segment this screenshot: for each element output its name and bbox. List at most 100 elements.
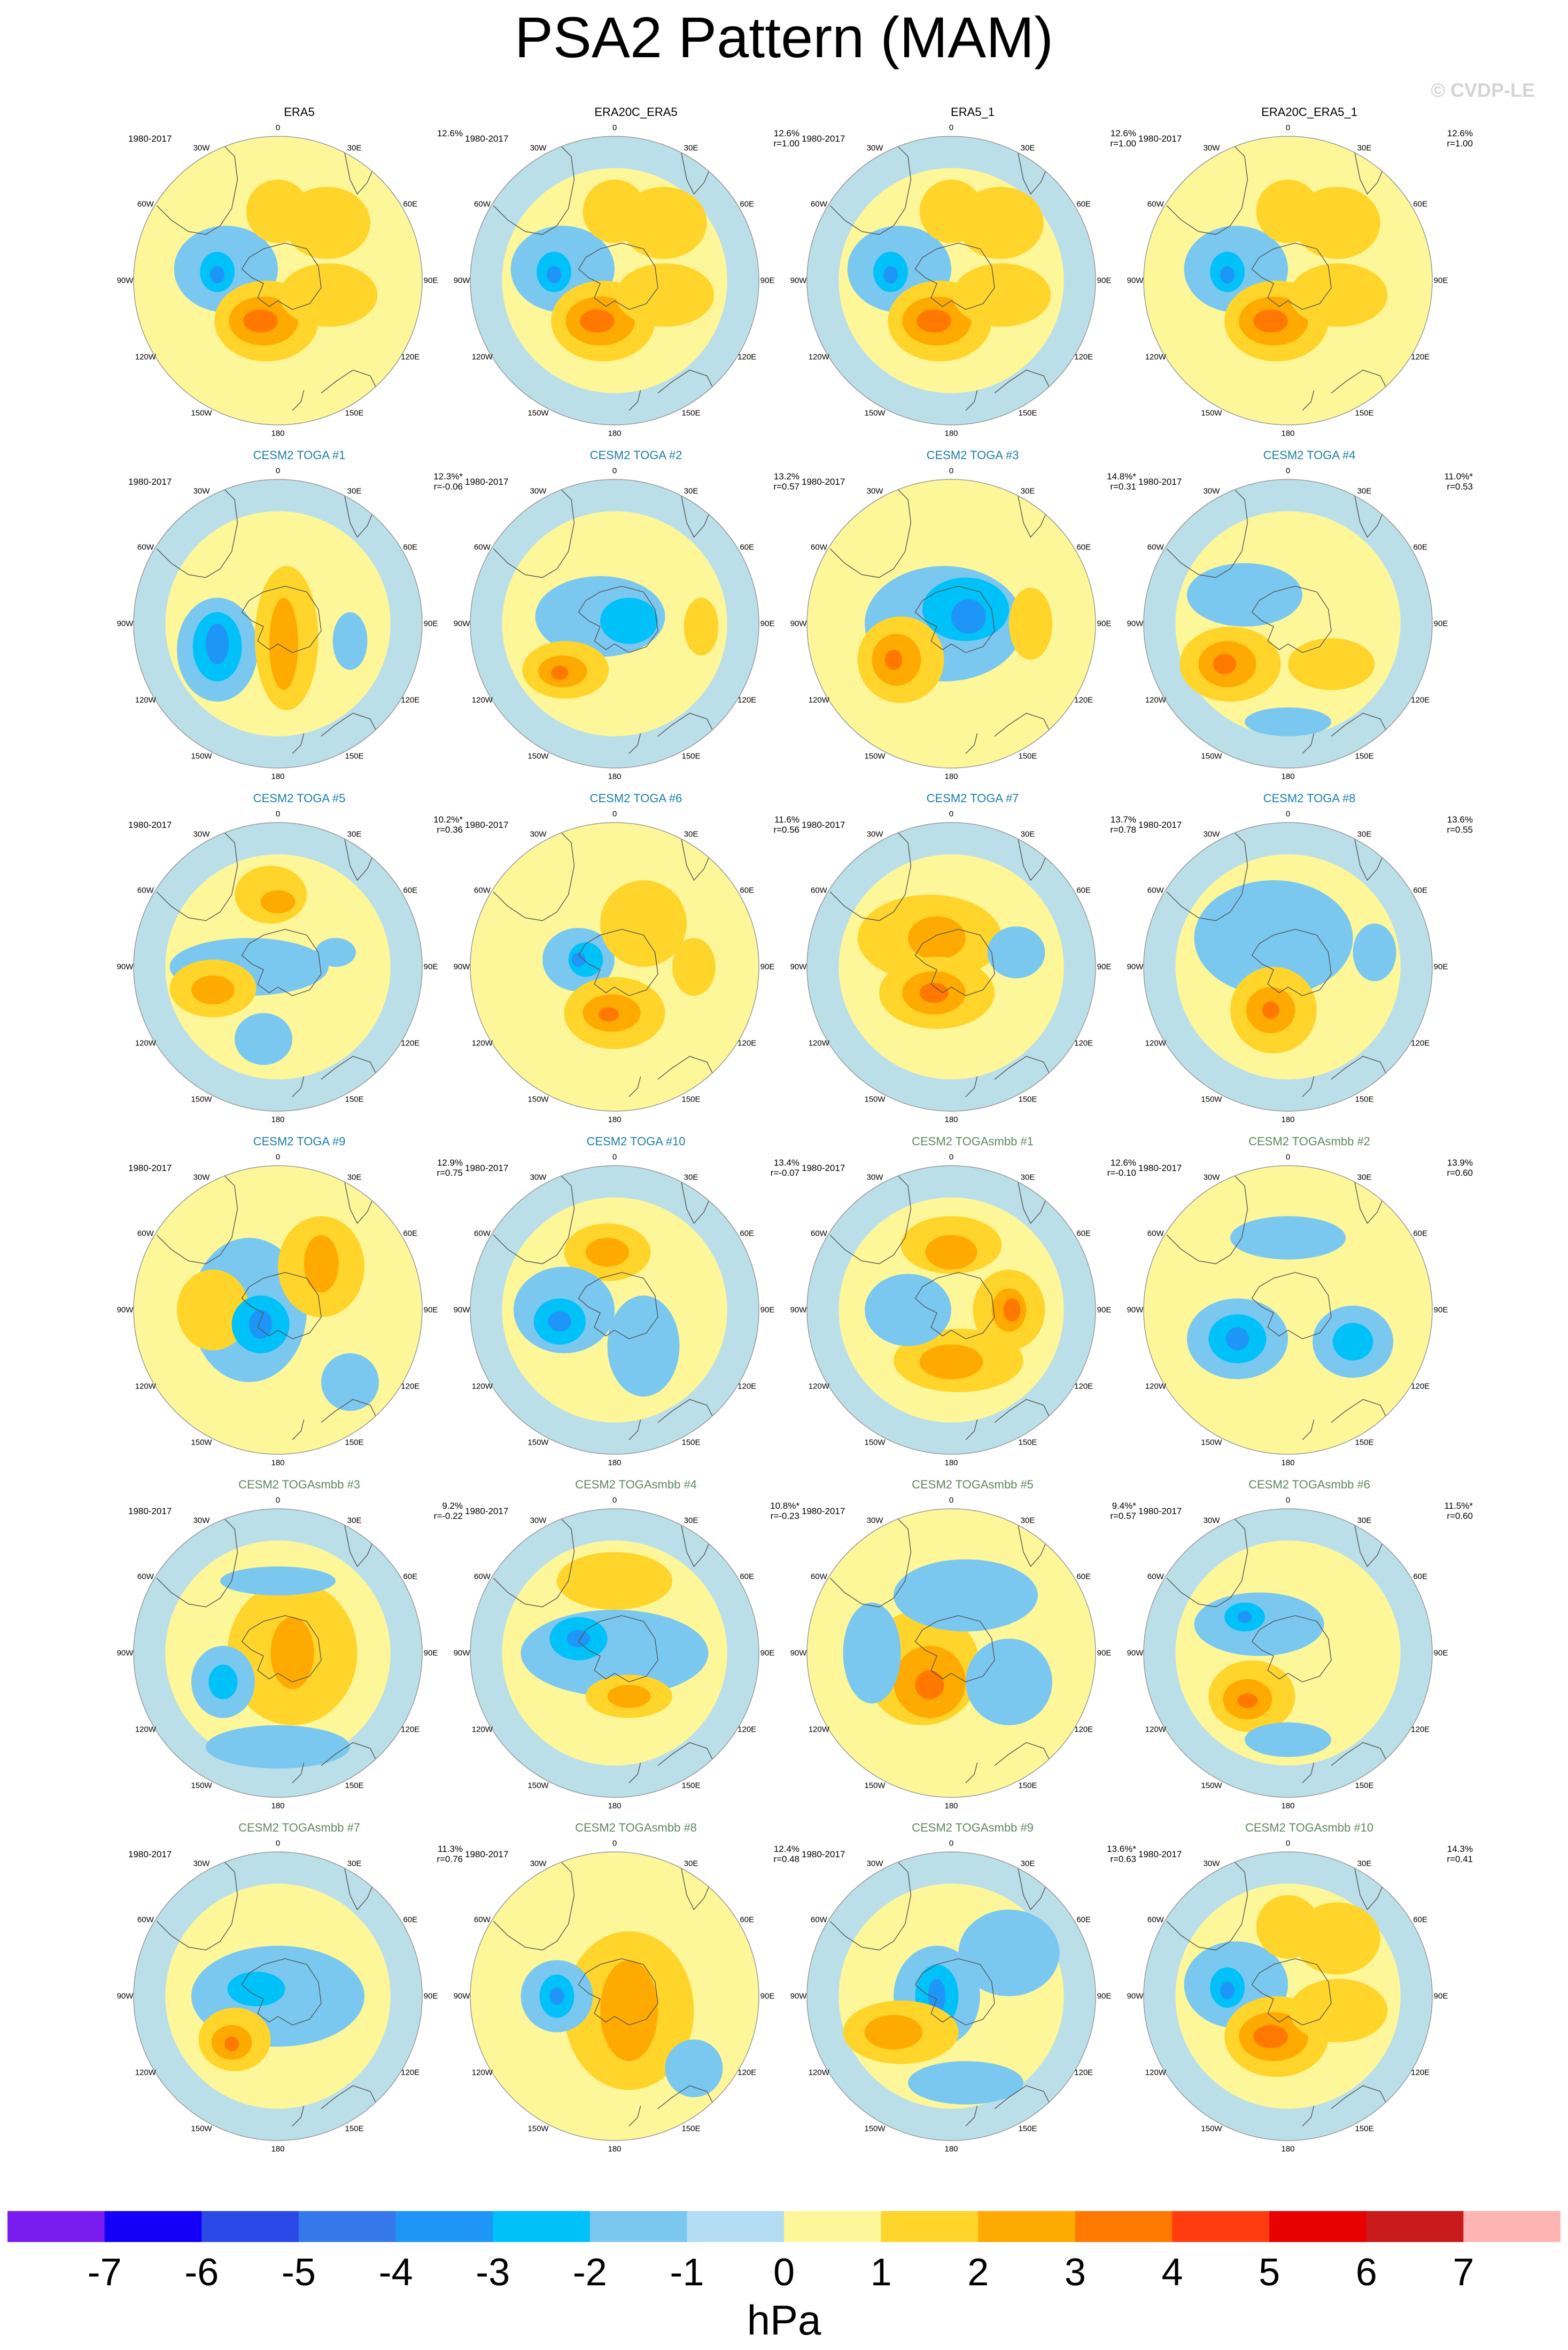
longitude-label: 120W [471, 1725, 493, 1734]
panel-title: CESM2 TOGAsmbb #5 [912, 1478, 1034, 1491]
positive-anomaly-contour [1213, 654, 1236, 674]
panel-stats-label: 9.2% r=-0.22 [433, 1501, 463, 1521]
longitude-label: 60E [1413, 1915, 1428, 1925]
longitude-label: 90E [1433, 1305, 1448, 1315]
map-border [1143, 822, 1433, 1112]
coastline [1166, 1857, 1248, 1951]
coastline [628, 733, 641, 754]
longitude-label: 150E [345, 408, 364, 418]
longitude-label: 60E [1076, 199, 1091, 209]
polar-map [470, 822, 759, 1112]
longitude-label: 60W [137, 199, 154, 209]
polar-map [1143, 822, 1433, 1112]
longitude-label: 60E [1076, 1229, 1091, 1238]
longitude-label: 90E [423, 619, 438, 629]
panel-period-label: 1980-2017 [128, 1163, 172, 1173]
longitude-label: 150W [1201, 1438, 1222, 1447]
longitude-label: 180 [608, 1458, 622, 1468]
longitude-label: 120E [1074, 2068, 1093, 2077]
longitude-label: 180 [608, 429, 622, 438]
longitude-label: 30W [1203, 1173, 1220, 1182]
panel-stats-label: 10.8%* r=-0.23 [770, 1501, 799, 1521]
positive-anomaly-contour [224, 2036, 239, 2051]
longitude-label: 150W [191, 1438, 212, 1447]
longitude-label: 90E [423, 1991, 438, 2001]
longitude-label: 0 [1285, 1152, 1291, 1162]
coastline [965, 1763, 978, 1783]
colorbar-swatch [493, 2211, 591, 2242]
longitude-label: 0 [275, 466, 281, 476]
polar-map [133, 479, 423, 769]
longitude-label: 90W [453, 1991, 470, 2001]
panel-period-label: 1980-2017 [128, 477, 172, 487]
longitude-label: 180 [944, 2144, 958, 2154]
map-border [806, 479, 1096, 769]
longitude-label: 120W [471, 1382, 493, 1391]
longitude-label: 150E [345, 2124, 364, 2134]
longitude-label: 180 [608, 772, 622, 781]
coastline [680, 1866, 713, 1911]
positive-anomaly-contour [919, 1344, 983, 1379]
negative-anomaly-contour [1245, 1722, 1331, 1757]
longitude-label: 180 [944, 429, 958, 438]
longitude-label: 180 [271, 1115, 285, 1124]
coastline [829, 828, 912, 921]
longitude-label: 60E [1076, 1915, 1091, 1925]
negative-anomaly-contour [1332, 1323, 1373, 1361]
negative-anomaly-contour [1220, 266, 1235, 284]
panel-stats-label: 13.6% r=0.55 [1447, 815, 1473, 835]
colorbar-tick-label: -1 [670, 2251, 704, 2294]
coastline [344, 1523, 377, 1568]
longitude-label: 180 [944, 1115, 958, 1124]
coastline [628, 1076, 641, 1097]
longitude-label: 150W [527, 408, 549, 418]
coastline [1017, 1523, 1050, 1568]
longitude-label: 60W [1147, 542, 1164, 552]
longitude-label: 30W [1203, 829, 1220, 839]
panel-period-label: 1980-2017 [128, 1849, 172, 1859]
panel-title: CESM2 TOGA #8 [1263, 792, 1356, 805]
positive-anomaly-contour [607, 1685, 651, 1708]
map-border [806, 822, 1096, 1112]
longitude-label: 120W [1145, 2068, 1166, 2077]
longitude-label: 120W [808, 695, 829, 705]
coastline [1354, 1523, 1387, 1568]
negative-anomaly-contour [549, 1987, 564, 2005]
polar-map [806, 1508, 1096, 1798]
longitude-label: 60E [740, 1572, 755, 1581]
coastline [1354, 493, 1387, 538]
longitude-label: 30W [193, 1173, 210, 1182]
polar-map [470, 1508, 759, 1798]
colorbar-swatch [687, 2211, 785, 2242]
coastline [829, 1514, 912, 1608]
coastline [1354, 1180, 1387, 1224]
longitude-label: 150E [1018, 408, 1037, 418]
coastline [241, 586, 322, 653]
longitude-label: 60E [740, 1915, 755, 1925]
positive-anomaly-contour [557, 1552, 672, 1610]
longitude-label: 180 [608, 1801, 622, 1811]
longitude-label: 30W [1203, 1859, 1220, 1868]
map-panel: ERA20C_ERA5 1980-2017 12.6% r=1.00 0 30E 60E 9… [454, 106, 802, 444]
polar-map [806, 1165, 1096, 1455]
map-border [1143, 1165, 1433, 1455]
longitude-label: 60E [740, 199, 755, 209]
longitude-label: 60E [403, 1572, 418, 1581]
longitude-label: 150W [191, 2124, 212, 2134]
negative-anomaly-contour [865, 1274, 951, 1346]
positive-anomaly-contour [917, 309, 951, 333]
negative-anomaly-contour [566, 1630, 591, 1648]
longitude-label: 30E [347, 829, 362, 839]
longitude-label: 30E [347, 1516, 362, 1525]
coastline [965, 2106, 978, 2127]
negative-anomaly-contour [220, 1566, 336, 1595]
panel-stats-label: 12.9% r=0.75 [437, 1158, 463, 1178]
polar-map [133, 1508, 423, 1798]
longitude-label: 90W [453, 276, 470, 285]
negative-anomaly-contour [1353, 924, 1396, 981]
negative-anomaly-contour [665, 2039, 723, 2097]
panel-period-label: 1980-2017 [802, 477, 845, 487]
negative-anomaly-contour [951, 599, 986, 634]
longitude-label: 120W [808, 1725, 829, 1734]
colorbar-tick-label: -5 [281, 2251, 316, 2294]
